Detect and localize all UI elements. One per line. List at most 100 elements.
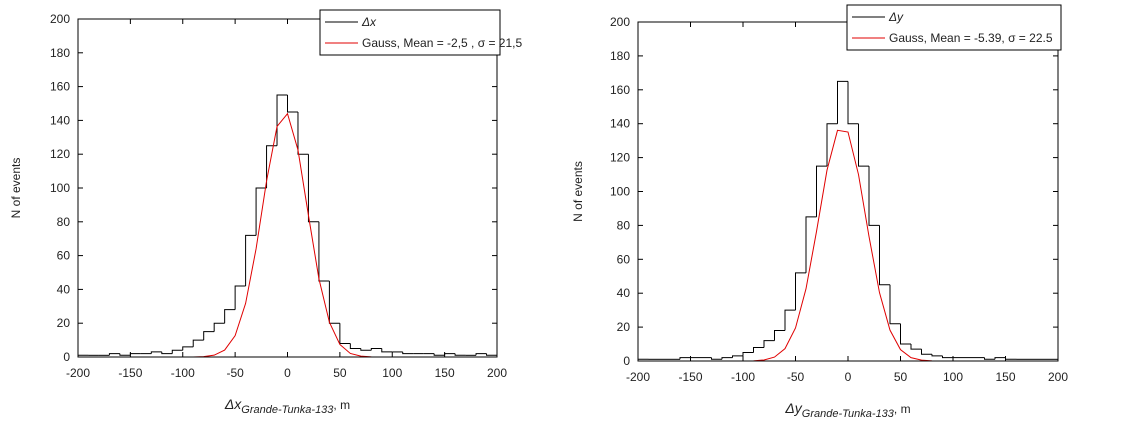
histogram-step bbox=[837, 80, 848, 124]
x-tick-label: -200 bbox=[66, 366, 90, 380]
y-tick-label: 200 bbox=[610, 15, 630, 29]
histogram-step bbox=[161, 351, 173, 355]
histogram-step bbox=[931, 354, 943, 357]
histogram-step bbox=[784, 309, 796, 331]
histogram-step bbox=[774, 329, 785, 341]
y-tick-label: 80 bbox=[57, 215, 71, 229]
histogram-step bbox=[245, 234, 257, 287]
x-tick-label: -50 bbox=[226, 366, 244, 380]
y-tick-label: 60 bbox=[57, 249, 71, 263]
histogram-step bbox=[805, 216, 817, 273]
histogram-step bbox=[182, 346, 194, 351]
histogram-step bbox=[795, 272, 806, 311]
y-tick-label: 200 bbox=[50, 12, 70, 26]
x-tick-label: 50 bbox=[894, 370, 908, 384]
histogram-step bbox=[711, 357, 722, 360]
x-tick-label: 100 bbox=[943, 370, 963, 384]
y-tick-label: 40 bbox=[617, 286, 631, 300]
legend-label: Δx bbox=[361, 15, 377, 29]
histogram-step bbox=[370, 348, 382, 351]
histogram-step bbox=[192, 339, 204, 347]
histogram-step bbox=[360, 348, 372, 351]
plot-frame bbox=[637, 21, 1059, 362]
y-tick-label: 180 bbox=[610, 49, 630, 63]
histogram-step bbox=[297, 111, 309, 155]
x-tick-label: 0 bbox=[845, 370, 852, 384]
histogram-step bbox=[129, 353, 141, 356]
x-axis-label: ΔyGrande-Tunka-133, m bbox=[784, 400, 910, 420]
histogram-step bbox=[984, 357, 995, 360]
histogram-step bbox=[679, 357, 691, 360]
y-axis-label: N of events bbox=[9, 158, 23, 219]
y-tick-label: 160 bbox=[50, 80, 70, 94]
histogram-step bbox=[1005, 357, 1016, 360]
fit-curve bbox=[638, 129, 1058, 362]
histogram-step bbox=[213, 322, 225, 332]
histogram-step bbox=[475, 353, 487, 356]
y-tick-label: 100 bbox=[50, 181, 70, 195]
x-label-sub: Grande-Tunka-133 bbox=[241, 404, 334, 416]
x-tick-label: -100 bbox=[731, 370, 755, 384]
plot-frame bbox=[77, 18, 498, 358]
legend-box bbox=[846, 4, 1062, 51]
x-axis-label: ΔxGrande-Tunka-133, m bbox=[224, 396, 350, 416]
x-tick-label: 150 bbox=[435, 366, 455, 380]
histogram-step bbox=[234, 285, 246, 310]
x-tick-label: -150 bbox=[678, 370, 702, 384]
histogram-step bbox=[732, 355, 743, 358]
histogram-step bbox=[879, 225, 890, 286]
x-tick-label: 200 bbox=[1048, 370, 1068, 384]
y-tick-label: 180 bbox=[50, 46, 70, 60]
histogram-step bbox=[328, 280, 340, 324]
histogram-step bbox=[108, 353, 120, 356]
histogram-step bbox=[816, 165, 827, 217]
y-tick-label: 0 bbox=[63, 350, 70, 364]
histogram-step bbox=[454, 353, 466, 356]
histogram-step bbox=[994, 357, 1006, 360]
histogram-step bbox=[307, 154, 319, 223]
x-label-unit: , m bbox=[333, 398, 350, 412]
x-tick-label: 100 bbox=[382, 366, 402, 380]
histogram-step bbox=[742, 352, 754, 356]
histogram-step bbox=[826, 123, 838, 167]
legend-box bbox=[319, 9, 501, 56]
x-tick-label: 200 bbox=[487, 366, 507, 380]
histogram-step bbox=[381, 348, 393, 353]
y-tick-label: 20 bbox=[617, 320, 631, 334]
x-tick-label: -200 bbox=[626, 370, 650, 384]
y-tick-label: 80 bbox=[617, 218, 631, 232]
y-tick-label: 140 bbox=[610, 117, 630, 131]
histogram-step bbox=[255, 187, 267, 236]
histogram-step bbox=[444, 353, 456, 356]
x-label-main: Δy bbox=[784, 400, 802, 416]
y-tick-label: 60 bbox=[617, 252, 631, 266]
histogram-step bbox=[203, 331, 215, 341]
legend-label: Gauss, Mean = -5.39, σ = 22.5 bbox=[889, 31, 1053, 45]
histogram-step bbox=[763, 340, 775, 348]
x-tick-label: -150 bbox=[118, 366, 142, 380]
legend-label: Gauss, Mean = -2,5 , σ = 21,5 bbox=[362, 36, 522, 50]
x-tick-label: 0 bbox=[284, 366, 291, 380]
y-tick-label: 120 bbox=[50, 147, 70, 161]
y-axis-label: N of events bbox=[571, 161, 585, 222]
y-tick-label: 40 bbox=[57, 282, 71, 296]
histogram-step bbox=[171, 349, 183, 354]
histogram-step bbox=[486, 353, 497, 356]
histogram-step bbox=[433, 353, 445, 356]
histogram-step bbox=[753, 346, 764, 353]
legend-label: Δy bbox=[888, 10, 904, 24]
histogram-step bbox=[318, 221, 330, 282]
histogram-step bbox=[224, 309, 236, 324]
histogram-step bbox=[150, 351, 162, 354]
histogram-step bbox=[910, 344, 922, 350]
y-tick-label: 120 bbox=[610, 151, 630, 165]
x-tick-label: 50 bbox=[333, 366, 347, 380]
y-tick-label: 0 bbox=[623, 354, 630, 368]
y-tick-label: 20 bbox=[57, 316, 71, 330]
x-label-main: Δx bbox=[224, 396, 242, 412]
histogram-step bbox=[119, 353, 131, 356]
histogram-step bbox=[847, 81, 859, 125]
x-label-sub: Grande-Tunka-133 bbox=[802, 408, 895, 420]
